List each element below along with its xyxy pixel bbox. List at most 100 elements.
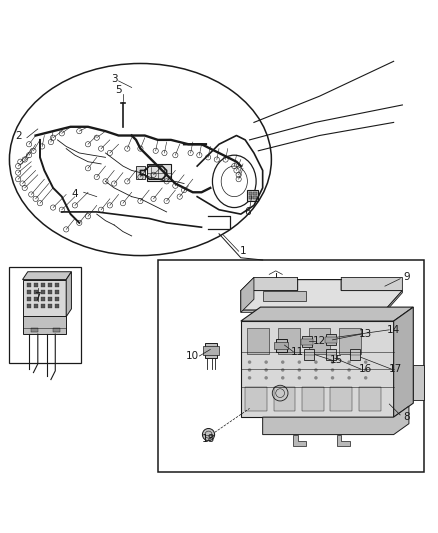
- Bar: [27, 304, 31, 309]
- Text: 13: 13: [359, 329, 372, 339]
- Bar: [41, 304, 45, 309]
- Bar: [48, 289, 52, 294]
- Circle shape: [248, 360, 251, 364]
- Circle shape: [347, 376, 351, 379]
- Bar: [22, 280, 66, 317]
- Polygon shape: [241, 277, 254, 312]
- Circle shape: [347, 368, 351, 372]
- Polygon shape: [241, 277, 403, 290]
- Polygon shape: [241, 280, 403, 310]
- Circle shape: [297, 368, 301, 372]
- Circle shape: [281, 360, 285, 364]
- Bar: [136, 166, 145, 179]
- Bar: [147, 164, 171, 181]
- Bar: [278, 328, 300, 354]
- Circle shape: [248, 368, 251, 372]
- Text: 8: 8: [403, 412, 410, 422]
- Bar: [48, 297, 52, 302]
- Text: 2: 2: [15, 131, 21, 141]
- Circle shape: [281, 376, 285, 379]
- Bar: [48, 304, 52, 309]
- Bar: [300, 339, 313, 345]
- Bar: [245, 386, 267, 410]
- Bar: [41, 282, 45, 287]
- Bar: [413, 365, 424, 400]
- Bar: [34, 304, 38, 309]
- Circle shape: [314, 360, 318, 364]
- Circle shape: [314, 376, 318, 379]
- Text: 10: 10: [186, 351, 199, 361]
- Bar: [205, 343, 217, 358]
- Circle shape: [364, 368, 367, 372]
- Bar: [27, 282, 31, 287]
- Bar: [254, 192, 257, 195]
- Text: 7: 7: [35, 292, 41, 302]
- Bar: [249, 192, 252, 195]
- Circle shape: [202, 429, 215, 441]
- Circle shape: [265, 368, 268, 372]
- Bar: [359, 386, 381, 410]
- Bar: [55, 297, 59, 302]
- Bar: [326, 334, 336, 345]
- Bar: [31, 328, 38, 332]
- Circle shape: [265, 360, 268, 364]
- Bar: [308, 328, 330, 354]
- Bar: [254, 196, 257, 199]
- Polygon shape: [241, 290, 403, 312]
- Bar: [247, 328, 269, 354]
- Polygon shape: [263, 290, 306, 302]
- Text: 11: 11: [291, 346, 304, 357]
- Bar: [241, 321, 394, 417]
- Bar: [55, 289, 59, 294]
- Circle shape: [364, 360, 367, 364]
- Bar: [325, 337, 337, 343]
- Circle shape: [248, 376, 251, 379]
- Bar: [302, 386, 324, 410]
- Polygon shape: [241, 307, 413, 321]
- Bar: [326, 350, 336, 360]
- Bar: [27, 297, 31, 302]
- Bar: [330, 386, 352, 410]
- Bar: [22, 316, 66, 334]
- Text: 18: 18: [201, 434, 215, 444]
- Bar: [10, 266, 81, 362]
- Circle shape: [314, 368, 318, 372]
- Polygon shape: [66, 272, 71, 317]
- Text: 1: 1: [240, 246, 246, 256]
- Text: 17: 17: [389, 364, 403, 374]
- Polygon shape: [293, 434, 306, 446]
- Bar: [274, 386, 295, 410]
- Bar: [304, 350, 314, 360]
- Bar: [247, 190, 258, 201]
- Bar: [339, 328, 361, 354]
- Circle shape: [297, 376, 301, 379]
- Text: 9: 9: [403, 272, 410, 282]
- Bar: [249, 196, 252, 199]
- Circle shape: [297, 360, 301, 364]
- Text: 6: 6: [244, 207, 251, 217]
- Text: 12: 12: [313, 336, 326, 346]
- Polygon shape: [263, 406, 409, 434]
- Circle shape: [265, 376, 268, 379]
- Bar: [275, 342, 288, 349]
- Bar: [350, 350, 360, 360]
- Bar: [48, 282, 52, 287]
- Text: 15: 15: [330, 356, 343, 365]
- Bar: [55, 282, 59, 287]
- Circle shape: [331, 376, 334, 379]
- Bar: [53, 328, 60, 332]
- Bar: [276, 338, 287, 352]
- Bar: [27, 289, 31, 294]
- Text: 14: 14: [387, 325, 400, 335]
- Bar: [41, 289, 45, 294]
- Text: 16: 16: [359, 364, 372, 374]
- Text: 3: 3: [111, 74, 117, 84]
- Bar: [34, 297, 38, 302]
- Circle shape: [331, 360, 334, 364]
- Polygon shape: [337, 434, 350, 446]
- Text: 5: 5: [115, 85, 122, 95]
- Polygon shape: [394, 307, 413, 417]
- Bar: [34, 282, 38, 287]
- Circle shape: [281, 368, 285, 372]
- Polygon shape: [22, 272, 71, 280]
